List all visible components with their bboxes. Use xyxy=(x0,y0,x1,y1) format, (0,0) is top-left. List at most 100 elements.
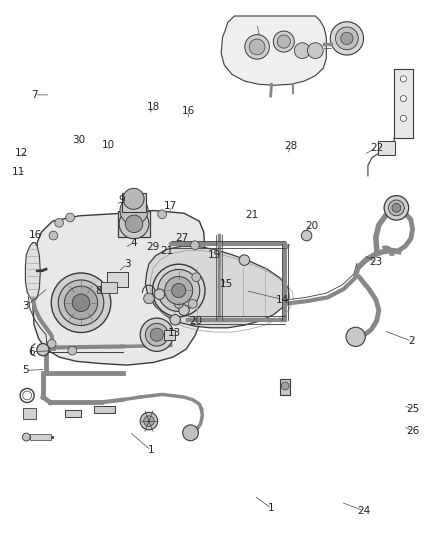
Circle shape xyxy=(179,305,189,316)
Text: 18: 18 xyxy=(147,102,160,111)
Circle shape xyxy=(330,22,364,55)
Circle shape xyxy=(346,327,365,346)
Circle shape xyxy=(120,197,148,224)
Text: 12: 12 xyxy=(15,148,28,158)
Circle shape xyxy=(400,95,406,102)
Circle shape xyxy=(384,196,409,220)
Bar xyxy=(122,193,146,212)
Circle shape xyxy=(400,76,406,82)
Circle shape xyxy=(245,35,269,59)
Circle shape xyxy=(188,300,197,308)
Bar xyxy=(107,272,128,287)
Text: 1: 1 xyxy=(268,504,275,513)
Text: 8: 8 xyxy=(95,286,102,296)
Polygon shape xyxy=(33,211,206,365)
Circle shape xyxy=(68,346,77,355)
Bar xyxy=(94,406,115,413)
Circle shape xyxy=(281,382,289,390)
Circle shape xyxy=(172,284,186,297)
Text: 7: 7 xyxy=(31,90,38,100)
Bar xyxy=(101,282,117,293)
Circle shape xyxy=(192,273,201,281)
Circle shape xyxy=(307,43,323,59)
Text: 30: 30 xyxy=(72,135,85,145)
Circle shape xyxy=(125,215,143,232)
Polygon shape xyxy=(25,243,40,301)
Text: 19: 19 xyxy=(208,250,221,260)
Circle shape xyxy=(22,433,30,441)
Text: 20: 20 xyxy=(190,317,203,326)
Circle shape xyxy=(336,27,358,50)
Text: 25: 25 xyxy=(406,405,419,414)
Bar xyxy=(23,408,36,419)
Circle shape xyxy=(55,219,64,227)
Text: 28: 28 xyxy=(285,141,298,151)
Circle shape xyxy=(389,200,404,216)
Bar xyxy=(30,434,51,440)
Text: 4: 4 xyxy=(130,238,137,247)
Circle shape xyxy=(119,209,149,239)
Circle shape xyxy=(400,115,406,122)
Circle shape xyxy=(58,280,104,326)
Text: 2: 2 xyxy=(408,336,415,346)
Text: 21: 21 xyxy=(160,246,173,255)
Text: 10: 10 xyxy=(102,140,115,150)
Text: 17: 17 xyxy=(163,201,177,211)
Circle shape xyxy=(37,343,49,356)
Circle shape xyxy=(123,188,144,209)
Circle shape xyxy=(174,300,183,308)
Text: 29: 29 xyxy=(146,242,159,252)
Circle shape xyxy=(165,277,193,304)
Circle shape xyxy=(249,39,265,55)
Circle shape xyxy=(49,231,58,240)
Circle shape xyxy=(140,318,173,351)
Circle shape xyxy=(239,255,250,265)
Circle shape xyxy=(152,264,205,317)
Circle shape xyxy=(150,328,163,341)
Circle shape xyxy=(301,230,312,241)
Text: 26: 26 xyxy=(406,426,419,435)
Circle shape xyxy=(341,32,353,45)
Circle shape xyxy=(158,210,166,219)
Text: 15: 15 xyxy=(220,279,233,289)
Text: 3: 3 xyxy=(124,259,131,269)
Bar xyxy=(65,410,81,417)
Text: 14: 14 xyxy=(276,295,289,304)
Text: 24: 24 xyxy=(357,506,370,515)
Circle shape xyxy=(47,340,56,348)
Text: 1: 1 xyxy=(148,446,155,455)
Circle shape xyxy=(273,31,294,52)
Polygon shape xyxy=(145,246,289,328)
Text: 22: 22 xyxy=(370,143,383,153)
Circle shape xyxy=(392,204,401,212)
Circle shape xyxy=(154,289,165,300)
Bar xyxy=(118,211,150,237)
Circle shape xyxy=(294,43,310,59)
Circle shape xyxy=(51,273,111,333)
Text: 3: 3 xyxy=(22,302,29,311)
Text: 16: 16 xyxy=(29,230,42,239)
Text: 9: 9 xyxy=(118,196,125,205)
Text: 23: 23 xyxy=(369,257,382,267)
Circle shape xyxy=(170,314,180,325)
Circle shape xyxy=(144,416,154,426)
Text: 6: 6 xyxy=(28,347,35,357)
Bar xyxy=(394,69,413,138)
Circle shape xyxy=(183,425,198,441)
Text: 5: 5 xyxy=(22,366,29,375)
Circle shape xyxy=(277,35,290,48)
Circle shape xyxy=(64,286,98,319)
Circle shape xyxy=(140,413,158,430)
Text: 20: 20 xyxy=(305,221,318,231)
Circle shape xyxy=(191,241,199,249)
Bar xyxy=(378,141,395,155)
Bar xyxy=(164,330,175,340)
Text: 21: 21 xyxy=(245,210,258,220)
Text: 13: 13 xyxy=(168,328,181,338)
Circle shape xyxy=(66,213,74,222)
Text: 27: 27 xyxy=(175,233,188,243)
Polygon shape xyxy=(221,16,326,85)
Text: 11: 11 xyxy=(12,167,25,176)
Text: 16: 16 xyxy=(182,106,195,116)
Circle shape xyxy=(145,324,168,346)
